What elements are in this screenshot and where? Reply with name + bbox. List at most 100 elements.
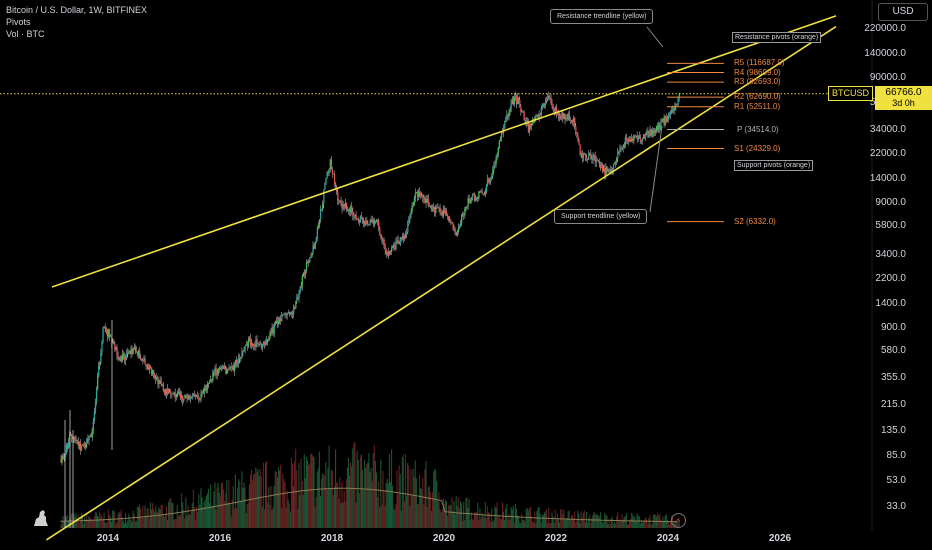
volume-bar [122, 521, 124, 528]
candle-body [545, 99, 547, 105]
price-tick-label: 580.0 [880, 345, 906, 357]
volume-bar [311, 454, 313, 528]
candle-body [300, 286, 302, 288]
candle-body [295, 301, 297, 309]
volume-bar [386, 478, 388, 528]
candle-body [91, 429, 93, 438]
volume-bar [594, 514, 596, 528]
volume-bar [400, 510, 402, 528]
candle-body [454, 229, 456, 235]
volume-bar [284, 482, 286, 528]
candle-body [273, 325, 275, 334]
candle-body [70, 433, 72, 435]
volume-bar [210, 484, 212, 528]
volume-indicator-label[interactable]: Vol · BTC [6, 29, 45, 39]
candle-body [526, 120, 529, 123]
price-tick-label: 33.0 [886, 501, 906, 512]
candle-body [257, 342, 259, 344]
candle-body [402, 235, 405, 240]
candle-body [504, 122, 506, 129]
volume-bar [181, 493, 183, 528]
volume-bar [411, 496, 413, 528]
volume-bar [324, 475, 326, 528]
time-tick-label: 2016 [208, 533, 232, 544]
volume-bar [511, 509, 513, 528]
candle-body [106, 332, 109, 337]
candle-body [74, 436, 76, 441]
candle-body [327, 171, 329, 174]
volume-bar [413, 476, 415, 528]
candle-body [368, 224, 370, 226]
candle-body [562, 112, 564, 119]
candle-body [147, 364, 149, 370]
volume-bar [336, 482, 338, 528]
candle-body [347, 209, 350, 211]
candle-body [464, 208, 466, 216]
candle-body [105, 327, 107, 333]
volume-bar [344, 501, 346, 528]
volume-bar [165, 505, 168, 528]
candle-body [346, 209, 349, 211]
volume-bar [117, 514, 119, 528]
candle-body [477, 197, 479, 199]
candle-body [377, 220, 379, 221]
volume-bar [606, 515, 608, 528]
volume-bar [167, 519, 169, 528]
volume-bar [188, 513, 190, 528]
candle-body [399, 237, 401, 245]
candle-body [481, 191, 483, 194]
volume-bar [185, 497, 187, 528]
candle-body [337, 191, 339, 201]
candle-body [596, 160, 599, 162]
candle-body [381, 237, 383, 241]
candle-body [318, 219, 321, 226]
volume-bar [668, 524, 670, 528]
volume-bar [536, 511, 538, 528]
candle-body [221, 366, 224, 370]
candle-body [441, 213, 443, 216]
candle-body [512, 98, 515, 104]
candle-body [554, 106, 557, 112]
candle-body [193, 394, 196, 396]
volume-bar [445, 501, 448, 528]
volume-bar [453, 500, 455, 528]
volume-bar [270, 486, 272, 528]
pivots-indicator-label[interactable]: Pivots [6, 17, 31, 27]
candle-body [117, 355, 119, 360]
candle-body [225, 369, 227, 375]
candle-body [668, 114, 671, 116]
candle-body [375, 220, 378, 222]
candle-body [116, 347, 118, 356]
volume-bar [204, 499, 206, 528]
volume-bar [373, 445, 375, 528]
lightning-icon[interactable]: ⚡ [671, 513, 686, 528]
volume-bar [242, 488, 244, 528]
volume-ma-line [60, 487, 678, 523]
volume-bar [464, 520, 466, 528]
volume-bar [422, 477, 424, 528]
candle-body [527, 122, 530, 132]
volume-bar [500, 519, 502, 528]
candle-body [259, 344, 261, 346]
volume-bar [527, 510, 529, 528]
candle-body [201, 391, 203, 394]
volume-bar [206, 493, 208, 528]
candle-body [120, 356, 123, 362]
volume-bar [148, 518, 150, 528]
volume-bar [199, 505, 201, 528]
volume-bar [200, 487, 202, 528]
volume-bar [402, 454, 404, 528]
candle-body [328, 168, 330, 172]
currency-unit[interactable]: USD [878, 3, 928, 21]
candle-body [177, 391, 180, 394]
volume-bar [308, 464, 310, 528]
candle-body [437, 207, 439, 209]
volume-bar [333, 486, 336, 528]
volume-bar [417, 504, 420, 528]
candle-body [308, 260, 310, 263]
candle-body [220, 368, 223, 370]
candle-body [107, 329, 110, 337]
candle-body [648, 131, 650, 138]
